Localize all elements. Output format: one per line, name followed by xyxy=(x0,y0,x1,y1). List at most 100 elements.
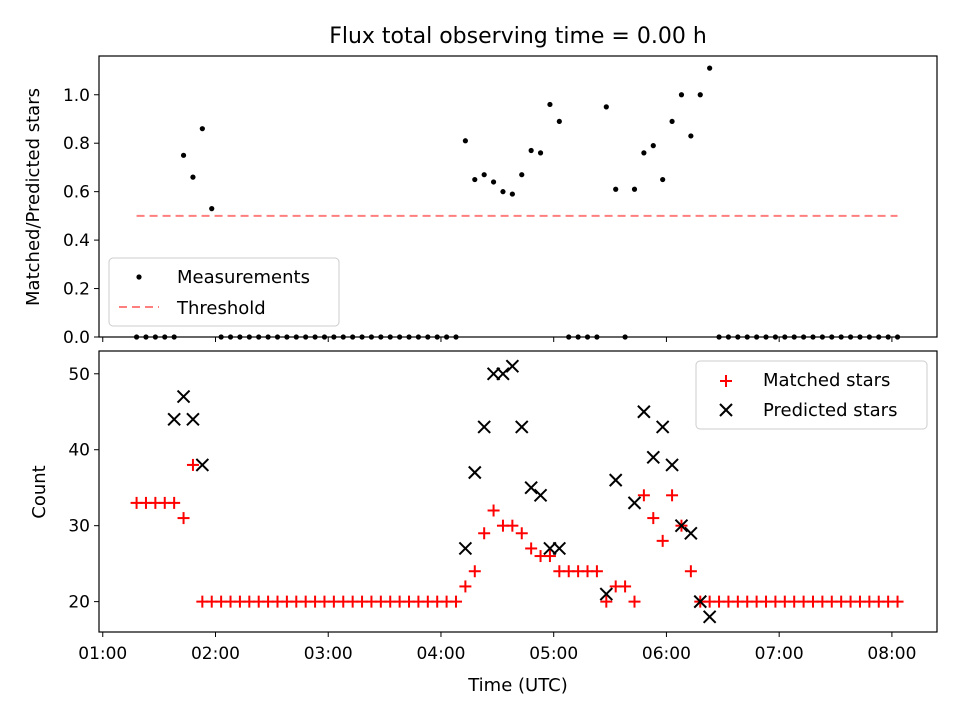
bottom-y-axis-label: Count xyxy=(29,465,50,518)
top-y-tick-label: 1.0 xyxy=(63,86,90,106)
measurement-point xyxy=(603,104,609,110)
measurement-point xyxy=(660,176,666,183)
matched-star-point xyxy=(487,504,500,517)
measurement-point xyxy=(556,118,562,125)
predicted-star-point xyxy=(665,458,679,472)
matched-star-point xyxy=(619,580,632,593)
predicted-star-point xyxy=(655,420,670,434)
measurement-point xyxy=(509,191,515,197)
matched-star-point xyxy=(891,595,904,608)
predicted-star-point xyxy=(608,473,623,487)
matched-star-point xyxy=(186,458,199,471)
x-tick-label: 02:00 xyxy=(191,644,240,664)
predicted-star-point xyxy=(176,389,191,404)
measurement-point xyxy=(631,186,638,192)
predicted-star-point xyxy=(167,412,181,427)
matched-star-point xyxy=(478,527,491,540)
chart-title: Flux total observing time = 0.00 h xyxy=(329,24,707,49)
x-tick-label: 07:00 xyxy=(755,644,804,664)
matched-star-point xyxy=(684,565,697,578)
x-tick-label: 04:00 xyxy=(416,644,465,664)
predicted-star-point xyxy=(505,359,520,373)
matched-star-point xyxy=(543,550,556,563)
predicted-star-point xyxy=(599,587,614,601)
measurement-point xyxy=(490,179,497,185)
top-y-tick-label: 0.4 xyxy=(63,231,90,251)
top-y-axis-label: Matched/Predicted stars xyxy=(23,88,44,306)
top-legend: Measurements Threshold xyxy=(108,257,340,327)
measurement-point xyxy=(472,176,478,183)
measurement-point xyxy=(519,172,525,178)
top-axes: 0.0 0.2 0.4 0.6 0.8 1.0 Matched/Predicted sta… xyxy=(23,55,938,348)
predicted-star-point xyxy=(702,610,717,624)
predicted-star-point xyxy=(458,541,473,556)
bottom-plot-marks xyxy=(130,359,904,624)
predicted-star-point xyxy=(552,541,567,556)
matched-star-point xyxy=(656,534,669,547)
measurement-point xyxy=(678,92,685,98)
measurement-point xyxy=(650,143,656,149)
measurement-point xyxy=(180,152,187,158)
measurement-point xyxy=(669,118,675,125)
bottom-y-tick-label: 40 xyxy=(68,441,90,461)
matched-star-point xyxy=(666,489,679,502)
matched-star-point xyxy=(468,565,481,578)
predicted-star-point xyxy=(646,450,660,465)
predicted-star-point xyxy=(515,420,529,434)
measurement-point xyxy=(697,92,703,98)
measurement-point xyxy=(462,138,468,144)
matched-star-point xyxy=(628,595,641,608)
top-y-tick-label: 0.0 xyxy=(63,328,90,348)
top-y-tick-label: 0.2 xyxy=(63,280,90,300)
measurement-point xyxy=(190,174,196,180)
matched-star-point xyxy=(515,527,528,540)
predicted-star-point xyxy=(674,518,689,533)
measurement-point xyxy=(547,101,553,108)
matched-star-point xyxy=(600,595,613,608)
predicted-star-point xyxy=(186,412,200,427)
x-tick-label: 05:00 xyxy=(529,644,578,664)
bottom-y-tick-label: 30 xyxy=(68,517,90,537)
predicted-star-point xyxy=(693,594,707,609)
measurement-point xyxy=(528,147,534,154)
predicted-star-point xyxy=(477,420,491,434)
top-y-tick-label: 0.6 xyxy=(63,183,90,203)
legend-matched-marker xyxy=(720,375,732,387)
predicted-star-point xyxy=(524,480,538,495)
measurement-point xyxy=(613,186,619,192)
predicted-star-point xyxy=(684,526,698,540)
x-tick-label: 01:00 xyxy=(78,644,127,664)
predicted-star-point xyxy=(627,496,642,510)
legend-measurements-marker xyxy=(136,274,142,280)
measurement-point xyxy=(707,65,713,71)
predicted-star-point xyxy=(496,367,510,381)
predicted-star-point xyxy=(637,405,651,419)
legend-threshold-label: Threshold xyxy=(176,298,266,319)
measurement-point xyxy=(481,172,487,178)
matched-star-point xyxy=(168,496,181,509)
measurement-point xyxy=(199,126,205,132)
bottom-y-ticks: 20 30 40 50 xyxy=(68,365,99,613)
predicted-star-point xyxy=(195,458,210,472)
matched-star-point xyxy=(590,565,603,578)
predicted-star-point xyxy=(533,488,548,503)
legend-matched-label: Matched stars xyxy=(763,370,890,391)
measurement-point xyxy=(500,189,506,195)
matched-star-point xyxy=(449,595,462,608)
bottom-x-ticks: 01:00 02:00 03:00 04:00 05:00 06:00 07:00 08:00 xyxy=(78,632,916,664)
top-legend-box xyxy=(108,257,340,327)
bottom-axes-frame xyxy=(98,350,938,633)
matched-star-point xyxy=(177,512,190,525)
matched-star-point xyxy=(459,580,472,593)
measurement-point xyxy=(209,206,215,212)
measurement-point xyxy=(641,150,647,156)
matched-star-point xyxy=(525,542,538,555)
top-x-ticks xyxy=(102,337,893,342)
top-y-tick-label: 0.8 xyxy=(63,134,90,154)
measurement-point xyxy=(537,150,544,156)
x-tick-label: 08:00 xyxy=(867,644,916,664)
legend-measurements-label: Measurements xyxy=(177,267,310,288)
x-axis-label: Time (UTC) xyxy=(467,675,568,696)
